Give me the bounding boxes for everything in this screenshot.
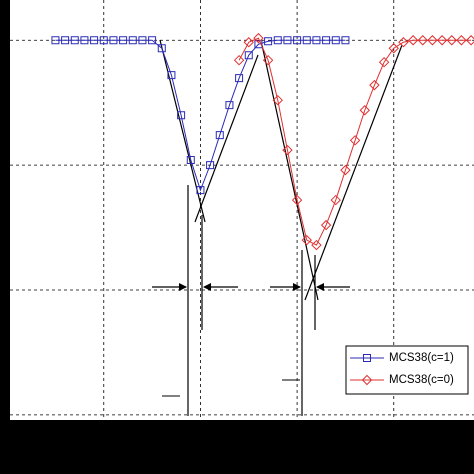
- data-point: [456, 35, 467, 46]
- data-point: [109, 36, 118, 45]
- data-point: [301, 234, 312, 246]
- data-point: [272, 94, 283, 106]
- data-point: [138, 36, 147, 45]
- data-point: [378, 56, 390, 68]
- data-point: [417, 35, 428, 46]
- arrowhead: [293, 283, 301, 291]
- legend-marker: [363, 354, 371, 362]
- data-point: [369, 79, 380, 91]
- data-point: [312, 36, 321, 45]
- series-line: [238, 37, 472, 246]
- data-point: [398, 37, 409, 48]
- data-point: [80, 36, 89, 45]
- legend-label: MCS38(c=0): [389, 374, 454, 386]
- data-point: [196, 186, 205, 195]
- formula: [282, 379, 300, 381]
- data-point: [90, 36, 99, 45]
- data-point: [177, 111, 186, 120]
- series: [51, 36, 350, 195]
- data-point: [253, 32, 264, 44]
- data-point: [293, 36, 302, 45]
- data-point: [340, 164, 351, 176]
- data-point: [311, 239, 322, 251]
- legend: MCS38(c=1) MCS38(c=0): [345, 345, 469, 395]
- data-point: [388, 43, 399, 54]
- data-point: [282, 144, 293, 156]
- legend-marker: [361, 374, 373, 386]
- data-point: [99, 36, 108, 45]
- arrowheads: [179, 283, 324, 291]
- data-point: [128, 36, 137, 45]
- data-point: [244, 51, 253, 60]
- data-point: [446, 35, 457, 46]
- data-point: [264, 37, 273, 46]
- data-point: [186, 155, 195, 164]
- data-point: [206, 161, 215, 170]
- fit-line: [194, 54, 259, 223]
- data-point: [243, 37, 254, 48]
- data-point: [119, 36, 128, 45]
- arrowhead: [316, 283, 324, 291]
- data-point: [61, 36, 70, 45]
- series-group: [51, 32, 474, 251]
- data-point: [70, 36, 79, 45]
- data-point: [262, 55, 274, 66]
- arrowhead: [179, 283, 187, 291]
- data-point: [341, 36, 350, 45]
- fit-line: [304, 44, 403, 301]
- legend-label: MCS38(c=1): [389, 352, 454, 364]
- data-point: [349, 135, 361, 146]
- formula: [162, 395, 180, 397]
- data-point: [320, 219, 332, 231]
- data-point: [465, 35, 474, 46]
- data-point: [235, 74, 244, 83]
- data-point: [436, 35, 448, 46]
- fit-line: [159, 39, 206, 223]
- data-point: [167, 71, 176, 80]
- data-point: [302, 36, 311, 45]
- data-point: [407, 35, 419, 46]
- fit-lines: [152, 39, 403, 416]
- arrowhead: [203, 283, 211, 291]
- data-point: [273, 36, 282, 45]
- fit-line: [261, 44, 319, 301]
- data-point: [283, 36, 292, 45]
- data-point: [157, 44, 166, 53]
- data-point: [233, 55, 245, 66]
- series: [233, 32, 474, 251]
- data-point: [51, 36, 60, 45]
- series-line: [55, 39, 346, 192]
- data-point: [148, 36, 157, 45]
- data-point: [322, 36, 331, 45]
- data-point: [225, 101, 234, 110]
- data-point: [331, 36, 340, 45]
- data-point: [427, 35, 438, 46]
- data-point: [359, 105, 370, 116]
- data-point: [215, 131, 224, 140]
- data-point: [291, 194, 303, 206]
- data-point: [330, 194, 341, 206]
